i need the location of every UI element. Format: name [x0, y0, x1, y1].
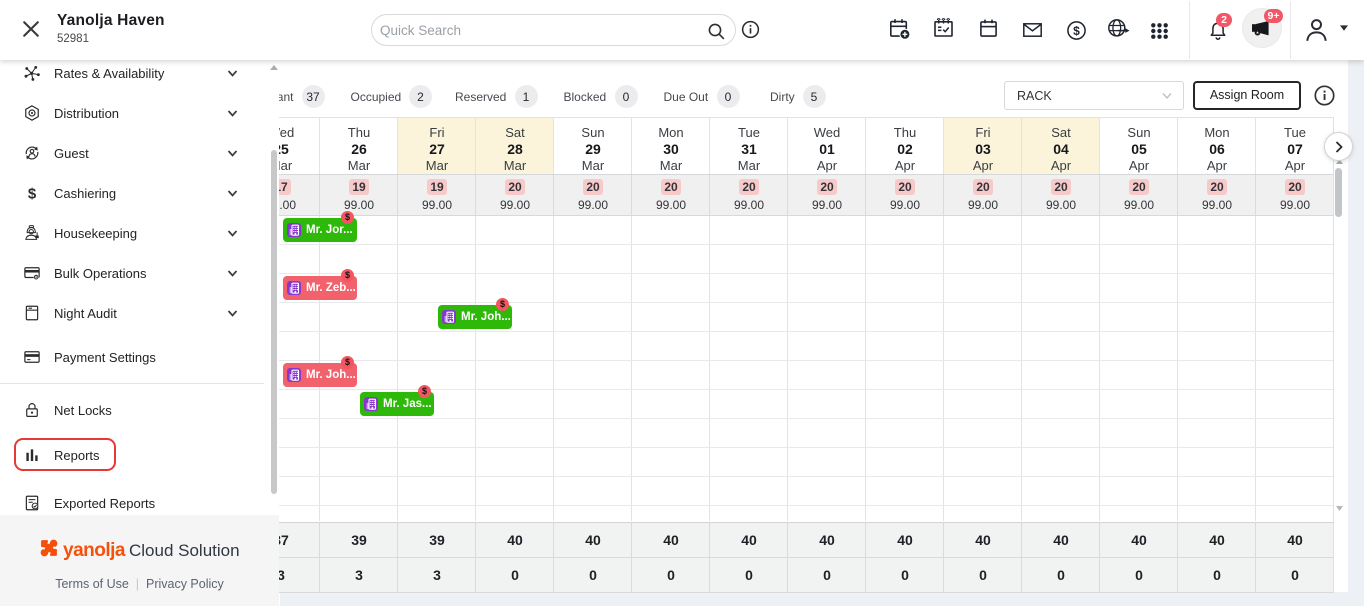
svg-text:$: $ — [1073, 24, 1080, 38]
svg-text:$: $ — [28, 185, 37, 202]
